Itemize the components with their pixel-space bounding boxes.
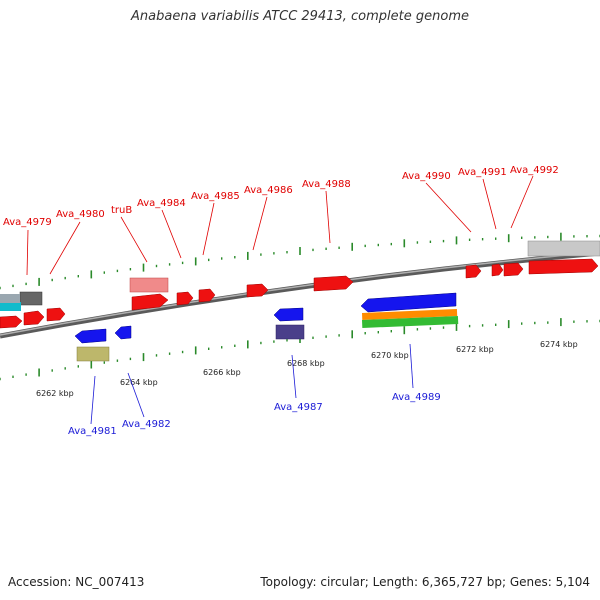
gene-Ava_4984[interactable] [176,291,194,306]
scale-labels: 6262 kbp 6264 kbp 6266 kbp 6268 kbp 6270… [36,340,578,398]
gene-Ava_4982[interactable] [114,325,132,340]
genome-backbone [0,250,600,339]
gene-label[interactable]: Ava_4986 [244,185,293,196]
gene-Ava_4985[interactable] [198,288,216,303]
gene-label[interactable]: Ava_4990 [402,171,451,182]
scale-ticks [0,232,600,381]
gene-Ava_4980[interactable] [23,310,45,326]
gene-Ava_4990[interactable] [465,264,482,279]
gene-Ava_4981[interactable] [74,328,107,344]
feature-gray-1[interactable] [19,291,43,306]
gene-label[interactable]: Ava_4991 [458,167,507,178]
gene-label[interactable]: Ava_4988 [302,179,351,190]
feature-pink[interactable] [129,277,169,293]
gene-label[interactable]: Ava_4982 [122,419,171,430]
feature-gray-2[interactable] [0,294,20,303]
gene-Ava_4988[interactable] [313,275,354,292]
gene-label[interactable]: Ava_4981 [68,426,117,437]
feature-green[interactable] [362,315,459,328]
gene-Ava_4992[interactable] [528,258,599,275]
reverse-features [74,292,459,362]
gene-Ava_4992a[interactable] [503,262,524,277]
gene-label[interactable]: truB [111,205,132,216]
reverse-gene-labels: Ava_4981 Ava_4982 Ava_4987 Ava_4989 [68,343,441,437]
gene-label[interactable]: Ava_4985 [191,191,240,202]
feature-slate[interactable] [275,324,305,340]
gene-Ava_4980b[interactable] [46,307,66,322]
scale-label: 6264 kbp [120,378,158,387]
scale-label: 6274 kbp [540,340,578,349]
gene-label[interactable]: Ava_4984 [137,198,186,209]
gene-label[interactable]: Ava_4992 [510,165,559,176]
gene-Ava_4986[interactable] [246,283,269,298]
gene-label[interactable]: Ava_4980 [56,209,105,220]
gene-Ava_4989[interactable] [360,292,457,313]
scale-label: 6270 kbp [371,351,409,360]
gene-Ava_4979[interactable] [0,315,23,329]
scale-label: 6272 kbp [456,345,494,354]
feature-cyan[interactable] [0,302,21,311]
gene-label[interactable]: Ava_4979 [3,217,52,228]
map-title: Anabaena variabilis ATCC 29413, complete… [131,9,469,24]
gene-truB[interactable] [131,293,169,311]
gene-Ava_4987[interactable] [273,307,304,322]
genome-backbone-highlight [0,251,600,336]
forward-gene-labels: Ava_4979 Ava_4980 truB Ava_4984 Ava_4985… [3,165,559,276]
feature-lightgray[interactable] [527,240,600,257]
feature-khaki[interactable] [76,346,110,362]
forward-features [0,240,600,329]
feature-orange[interactable] [362,309,458,320]
scale-label: 6262 kbp [36,389,74,398]
gene-label[interactable]: Ava_4989 [392,392,441,403]
scale-label: 6266 kbp [203,368,241,377]
genome-summary-text: Topology: circular; Length: 6,365,727 bp… [260,575,590,589]
gene-label[interactable]: Ava_4987 [274,402,323,413]
accession-text: Accession: NC_007413 [8,575,145,589]
scale-label: 6268 kbp [287,359,325,368]
gene-Ava_4991[interactable] [491,263,504,277]
